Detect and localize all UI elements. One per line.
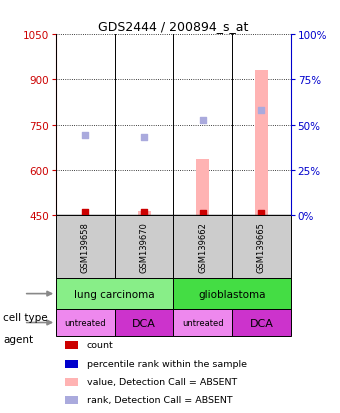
Text: untreated: untreated <box>182 318 223 327</box>
Bar <box>173 309 232 336</box>
Bar <box>66 378 79 386</box>
Point <box>200 118 205 124</box>
Point <box>259 210 264 217</box>
Bar <box>56 216 115 278</box>
Bar <box>255 71 268 216</box>
Point <box>141 209 147 216</box>
Point <box>259 107 264 114</box>
Text: percentile rank within the sample: percentile rank within the sample <box>87 359 246 368</box>
Bar <box>232 216 291 278</box>
Point <box>200 210 205 217</box>
Bar <box>173 216 232 278</box>
Bar <box>115 309 173 336</box>
Bar <box>173 278 291 309</box>
Title: GDS2444 / 200894_s_at: GDS2444 / 200894_s_at <box>98 19 249 33</box>
Bar <box>196 160 209 216</box>
Text: DCA: DCA <box>250 318 273 328</box>
Bar <box>66 360 79 368</box>
Text: rank, Detection Call = ABSENT: rank, Detection Call = ABSENT <box>87 395 232 404</box>
Text: GSM139658: GSM139658 <box>81 222 90 273</box>
Text: lung carcinoma: lung carcinoma <box>74 289 155 299</box>
Text: DCA: DCA <box>132 318 156 328</box>
Bar <box>115 216 173 278</box>
Bar <box>66 396 79 404</box>
Bar <box>56 278 173 309</box>
Text: GSM139665: GSM139665 <box>257 222 266 273</box>
Bar <box>56 309 115 336</box>
Text: agent: agent <box>3 335 34 344</box>
Text: count: count <box>87 341 113 349</box>
Bar <box>232 309 291 336</box>
Text: GSM139662: GSM139662 <box>198 222 207 273</box>
Bar <box>66 342 79 349</box>
Point <box>141 134 147 141</box>
Text: GSM139670: GSM139670 <box>140 222 149 273</box>
Point <box>83 209 88 216</box>
Point <box>83 133 88 139</box>
Text: glioblastoma: glioblastoma <box>198 289 266 299</box>
Text: cell type: cell type <box>3 312 48 322</box>
Text: value, Detection Call = ABSENT: value, Detection Call = ABSENT <box>87 377 237 386</box>
Text: untreated: untreated <box>65 318 106 327</box>
Bar <box>138 211 151 216</box>
